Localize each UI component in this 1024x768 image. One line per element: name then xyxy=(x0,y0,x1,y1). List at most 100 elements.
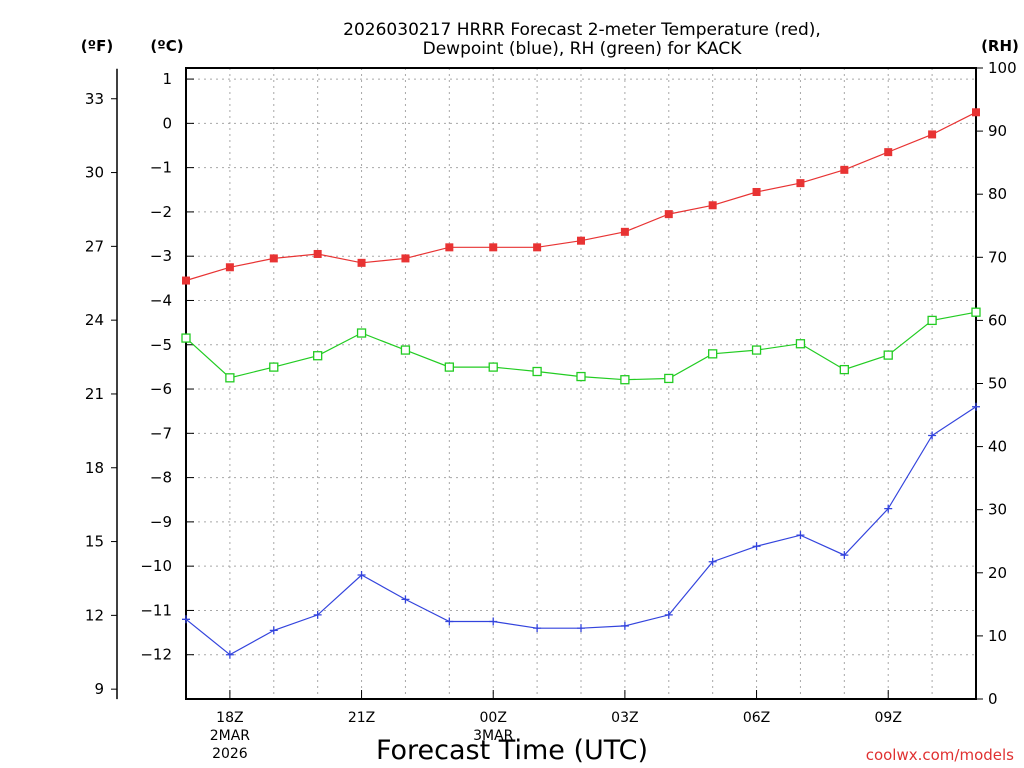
rh-tick-label: 0 xyxy=(988,690,998,708)
x-date-label: 2026 xyxy=(212,746,248,762)
temperature-point xyxy=(620,227,629,236)
rh-tick-label: 30 xyxy=(988,501,1007,519)
fahrenheit-tick-label: 27 xyxy=(85,237,104,255)
x-tick-label: 03Z xyxy=(611,710,638,726)
rh-point xyxy=(620,375,630,385)
rh-point xyxy=(839,364,849,375)
grid xyxy=(186,68,976,699)
rh-tick-label: 10 xyxy=(988,627,1007,645)
celsius-tick-label: −9 xyxy=(150,513,172,531)
rh-tick-label: 70 xyxy=(988,248,1007,266)
temperature-point xyxy=(401,254,410,263)
dewpoint-point xyxy=(928,431,937,440)
rh-point xyxy=(488,362,498,372)
dewpoint-point xyxy=(708,557,717,566)
temperature-point xyxy=(182,276,190,285)
fahrenheit-unit-label: (ºF) xyxy=(81,37,113,55)
dewpoint-series xyxy=(182,402,980,659)
temperature-point xyxy=(577,236,585,245)
fahrenheit-tick-label: 18 xyxy=(85,459,104,477)
celsius-tick-label: −3 xyxy=(150,247,172,265)
fahrenheit-tick-label: 33 xyxy=(85,90,104,108)
rh-tick-label: 40 xyxy=(988,438,1007,456)
x-tick-label: 21Z xyxy=(348,710,375,726)
celsius-tick-label: −11 xyxy=(140,601,172,619)
dewpoint-point xyxy=(182,615,190,624)
celsius-tick-label: −7 xyxy=(150,424,172,442)
celsius-tick-label: 0 xyxy=(162,114,172,132)
x-axis-title: Forecast Time (UTC) xyxy=(376,735,648,766)
celsius-tick-label: −4 xyxy=(150,291,172,309)
rh-point xyxy=(181,333,191,343)
rh-point xyxy=(444,362,454,372)
temperature-point xyxy=(225,263,234,272)
rh-series xyxy=(181,307,981,385)
rh-tick-label: 60 xyxy=(988,311,1007,329)
fahrenheit-tick-label: 15 xyxy=(85,533,104,551)
axes xyxy=(111,67,983,700)
rh-point xyxy=(708,349,718,359)
temperature-point xyxy=(445,243,454,252)
temperature-point xyxy=(708,201,717,210)
celsius-tick-label: −5 xyxy=(150,336,172,354)
rh-point xyxy=(225,373,235,383)
rh-point xyxy=(883,350,893,360)
rh-point xyxy=(795,339,806,349)
temperature-point xyxy=(664,210,673,219)
celsius-tick-label: −10 xyxy=(140,557,172,575)
temperature-point xyxy=(313,249,322,258)
temperature-point xyxy=(884,148,893,157)
temperature-point xyxy=(357,258,366,267)
x-tick-label: 06Z xyxy=(743,710,770,726)
temperature-series xyxy=(182,108,980,285)
dewpoint-point xyxy=(752,542,761,551)
rh-tick-label: 90 xyxy=(988,122,1007,140)
chart-title-line-1: 2026030217 HRRR Forecast 2-meter Tempera… xyxy=(343,20,821,40)
temperature-point xyxy=(840,165,849,174)
fahrenheit-tick-label: 30 xyxy=(85,164,104,182)
x-date-label: 3MAR xyxy=(473,728,514,744)
rh-point xyxy=(356,328,367,338)
celsius-unit-label: (ºC) xyxy=(150,37,183,55)
fahrenheit-tick-label: 12 xyxy=(85,606,104,624)
rh-point xyxy=(269,362,279,372)
dewpoint-point xyxy=(445,617,454,626)
temperature-point xyxy=(489,243,498,252)
celsius-tick-label: −2 xyxy=(150,203,172,221)
credit-text: coolwx.com/models xyxy=(866,746,1014,764)
dewpoint-point xyxy=(401,595,410,604)
chart-title-line-2: Dewpoint (blue), RH (green) for KACK xyxy=(423,39,743,59)
temperature-point xyxy=(928,130,937,139)
rh-tick-label: 20 xyxy=(988,564,1007,582)
rh-tick-label: 50 xyxy=(988,375,1007,393)
dewpoint-point xyxy=(972,402,980,411)
rh-point xyxy=(751,345,762,355)
temperature-point xyxy=(533,243,542,252)
x-tick-label: 09Z xyxy=(875,710,902,726)
dewpoint-point xyxy=(489,617,498,626)
celsius-tick-label: −8 xyxy=(150,469,172,487)
rh-point xyxy=(927,315,937,326)
dewpoint-point xyxy=(313,610,322,619)
x-date-label: 2MAR xyxy=(210,728,251,744)
plot-frame xyxy=(185,67,977,700)
rh-point xyxy=(664,373,674,384)
fahrenheit-tick-label: 24 xyxy=(85,311,104,329)
rh-unit-label: (RH) xyxy=(981,37,1019,55)
temperature-point xyxy=(796,179,805,188)
dewpoint-point xyxy=(533,624,542,633)
rh-point xyxy=(400,345,411,355)
x-tick-label: 18Z xyxy=(216,710,243,726)
rh-tick-label: 80 xyxy=(988,185,1007,203)
dewpoint-point xyxy=(577,624,585,633)
rh-tick-label: 100 xyxy=(988,59,1017,77)
celsius-tick-label: −1 xyxy=(150,159,172,177)
x-tick-label: 00Z xyxy=(480,710,507,726)
celsius-tick-label: −6 xyxy=(150,380,172,398)
dewpoint-point xyxy=(357,571,366,580)
dewpoint-point xyxy=(840,551,849,560)
dewpoint-point xyxy=(225,650,234,659)
celsius-tick-label: 1 xyxy=(162,70,172,88)
rh-point xyxy=(576,371,586,382)
